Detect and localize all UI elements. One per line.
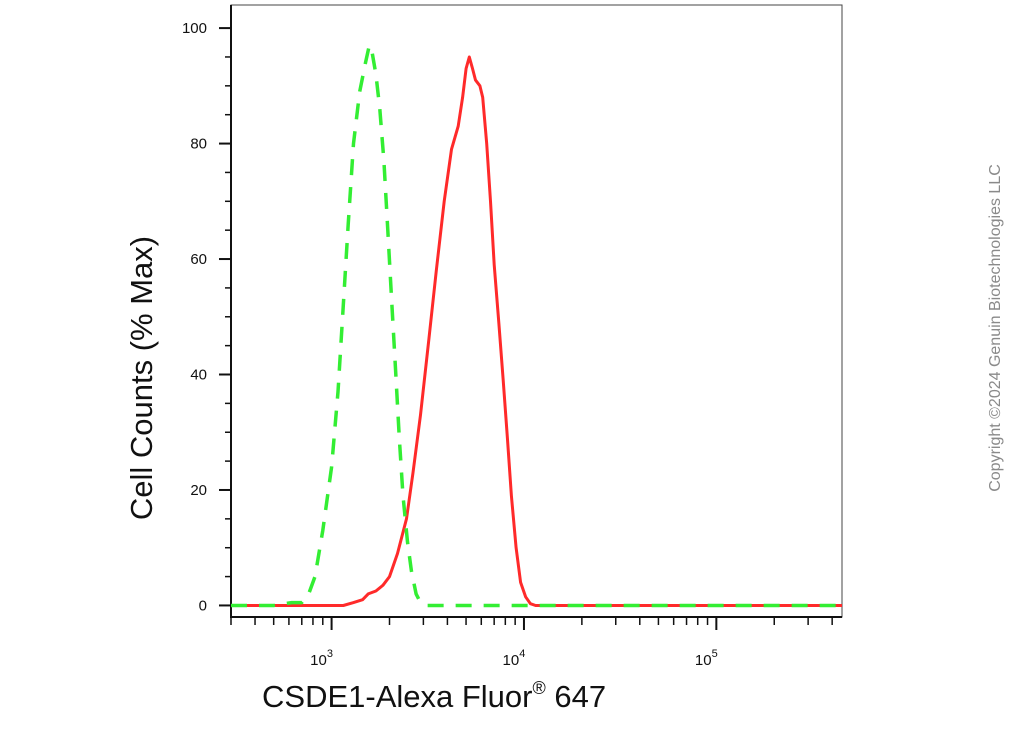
y-tick-label: 60 xyxy=(190,251,207,268)
series-layer xyxy=(231,43,842,608)
series-line-dashed xyxy=(231,43,842,608)
x-axis-title-suffix: 647 xyxy=(546,679,606,714)
x-axis-title-superscript: ® xyxy=(532,678,545,698)
x-tick-label: 104 xyxy=(503,648,526,669)
series-line-solid xyxy=(231,55,842,607)
y-tick-label: 40 xyxy=(190,367,207,384)
x-tick-label: 103 xyxy=(310,648,333,669)
x-axis-ticks: 103 104 105 xyxy=(230,617,833,669)
y-tick-label: 80 xyxy=(190,136,207,153)
y-axis-title: Cell Counts (% Max) xyxy=(124,236,159,520)
y-tick-label: 100 xyxy=(182,20,207,37)
y-tick-label: 0 xyxy=(199,597,207,614)
copyright-notice: Copyright ©2024 Genuin Biotechnologies L… xyxy=(987,164,1004,492)
x-axis-title-main: CSDE1-Alexa Fluor xyxy=(262,679,532,714)
y-tick-label: 20 xyxy=(190,482,207,499)
x-tick-label: 105 xyxy=(695,648,718,669)
x-axis-title: CSDE1-Alexa Fluor® 647 xyxy=(262,678,606,714)
y-axis-ticks: 0 20 40 60 80 100 xyxy=(182,20,231,614)
